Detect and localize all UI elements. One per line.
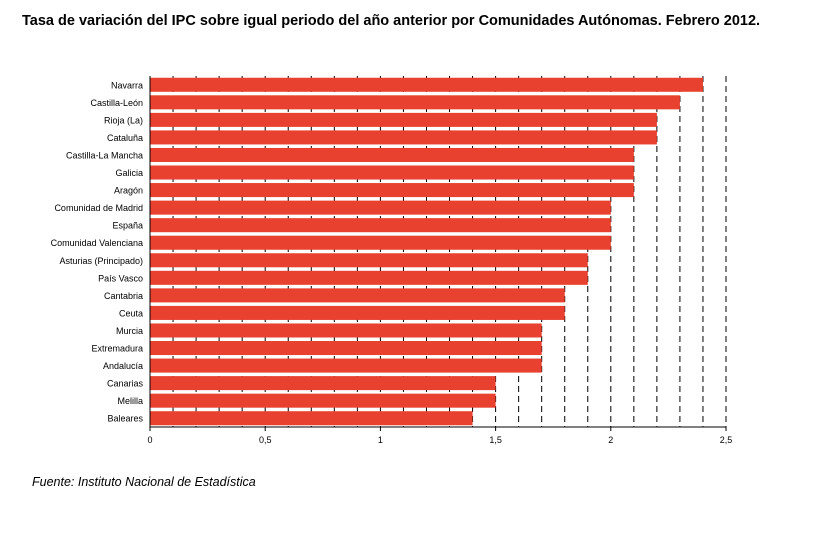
category-label-3: Cataluña bbox=[107, 133, 143, 143]
x-tick-label-3: 1,5 bbox=[489, 435, 502, 445]
bar-13 bbox=[150, 305, 565, 320]
category-label-7: Comunidad de Madrid bbox=[54, 203, 143, 213]
gridlines bbox=[172, 76, 727, 427]
bar-0 bbox=[150, 77, 703, 92]
bar-1 bbox=[150, 95, 680, 110]
x-axis: 0 0,5 1 1,5 2 2,5 bbox=[147, 76, 732, 445]
category-label-10: Asturias (Principado) bbox=[59, 256, 143, 266]
category-label-12: Cantabria bbox=[104, 291, 143, 301]
category-label-15: Extremadura bbox=[91, 344, 143, 354]
category-label-19: Baleares bbox=[107, 414, 143, 424]
x-tick-label-2: 1 bbox=[378, 435, 383, 445]
category-label-1: Castilla-León bbox=[90, 98, 143, 108]
category-label-5: Galicia bbox=[115, 168, 143, 178]
bar-14 bbox=[150, 323, 542, 338]
bar-16 bbox=[150, 358, 542, 373]
category-label-11: País Vasco bbox=[98, 273, 143, 283]
bar-15 bbox=[150, 341, 542, 356]
category-label-18: Melilla bbox=[117, 396, 143, 406]
bar-5 bbox=[150, 165, 634, 180]
category-label-17: Canarias bbox=[107, 379, 144, 389]
x-tick-label-1: 0,5 bbox=[259, 435, 272, 445]
x-tick-label-0: 0 bbox=[147, 435, 152, 445]
bars bbox=[150, 77, 703, 426]
category-label-6: Aragón bbox=[114, 186, 143, 196]
category-label-8: España bbox=[112, 221, 143, 231]
category-label-4: Castilla-La Mancha bbox=[66, 150, 143, 160]
category-label-13: Ceuta bbox=[119, 308, 143, 318]
bar-11 bbox=[150, 270, 588, 285]
bar-2 bbox=[150, 112, 657, 127]
bar-9 bbox=[150, 235, 611, 250]
bar-8 bbox=[150, 218, 611, 233]
category-label-2: Rioja (La) bbox=[104, 115, 143, 125]
category-label-9: Comunidad Valenciana bbox=[51, 238, 143, 248]
category-labels: Navarra Castilla-León Rioja (La) Cataluña Ca… bbox=[51, 80, 144, 423]
bar-17 bbox=[150, 376, 496, 391]
bar-7 bbox=[150, 200, 611, 215]
x-tick-label-4: 2 bbox=[608, 435, 613, 445]
category-label-0: Navarra bbox=[111, 80, 143, 90]
bar-18 bbox=[150, 393, 496, 408]
bar-12 bbox=[150, 288, 565, 303]
category-label-16: Andalucía bbox=[103, 361, 143, 371]
bar-3 bbox=[150, 130, 657, 145]
chart-title: Tasa de variación del IPC sobre igual pe… bbox=[22, 13, 761, 29]
bar-6 bbox=[150, 183, 634, 198]
bar-4 bbox=[150, 147, 634, 162]
source-note: Fuente: Instituto Nacional de Estadístic… bbox=[32, 475, 256, 489]
bar-10 bbox=[150, 253, 588, 268]
category-label-14: Murcia bbox=[116, 326, 143, 336]
x-tick-label-5: 2,5 bbox=[720, 435, 733, 445]
bar-19 bbox=[150, 411, 473, 426]
